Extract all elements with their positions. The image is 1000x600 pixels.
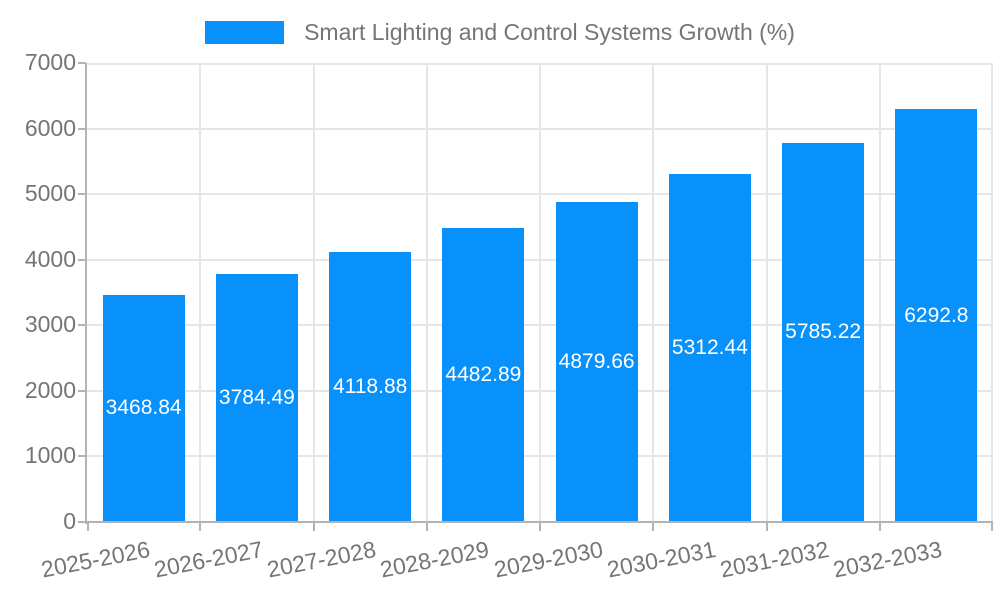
bar-2028-2029[interactable]: 4482.89 <box>442 228 525 522</box>
bar-value-label: 4879.66 <box>558 350 635 374</box>
bar-value-label: 3784.49 <box>218 385 295 409</box>
bar-value-label: 6292.8 <box>904 303 969 327</box>
bar-2031-2032[interactable]: 5785.22 <box>782 142 865 522</box>
legend-swatch <box>205 21 285 44</box>
bar-value-label: 5312.44 <box>671 335 748 359</box>
y-tick-mark <box>78 389 86 392</box>
x-axis-labels: 2025-2026 2026-2027 2027-2028 2028-2029 2029… <box>39 536 993 596</box>
bar-2027-2028[interactable]: 4118.88 <box>329 251 412 522</box>
x-tick-label: 2027-2028 <box>265 536 379 583</box>
y-axis-labels: 0 1000 2000 3000 4000 5000 6000 7000 <box>0 49 76 534</box>
y-tick-label: 0 <box>63 507 76 534</box>
x-tick-label: 2029-2030 <box>491 536 605 583</box>
gridline-vertical <box>312 63 315 522</box>
x-tick-mark <box>765 522 768 531</box>
bar-value-label: 4482.89 <box>445 363 522 387</box>
x-tick-mark <box>878 522 881 531</box>
legend-label: Smart Lighting and Control Systems Growt… <box>304 19 795 45</box>
y-tick-label: 6000 <box>24 114 76 141</box>
gridline-vertical <box>765 63 768 522</box>
y-tick-mark <box>78 324 86 327</box>
y-tick-label: 5000 <box>24 180 76 207</box>
y-tick-label: 3000 <box>24 311 76 338</box>
y-tick-mark <box>78 455 86 458</box>
x-tick-mark <box>199 522 202 531</box>
x-tick-mark <box>312 522 315 531</box>
y-tick-mark <box>78 193 86 196</box>
x-tick-mark <box>539 522 541 531</box>
x-tick-mark <box>87 522 89 531</box>
y-tick-label: 7000 <box>24 48 76 75</box>
x-tick-label: 2032-2033 <box>831 536 945 583</box>
y-tick-mark <box>78 62 86 64</box>
x-tick-label: 2026-2027 <box>151 536 265 583</box>
x-tick-label: 2031-2032 <box>718 536 832 583</box>
x-tick-label: 2030-2031 <box>604 536 718 583</box>
gridline-vertical <box>199 63 202 522</box>
bar-2029-2030[interactable]: 4879.66 <box>555 202 638 522</box>
y-tick-label: 4000 <box>24 245 76 272</box>
gridline-vertical <box>539 63 541 522</box>
gridline-vertical <box>991 63 993 522</box>
x-tick-label: 2028-2029 <box>378 536 492 583</box>
bar-value-label: 3468.84 <box>105 396 182 420</box>
bar-2026-2027[interactable]: 3784.49 <box>215 273 298 522</box>
y-tick-mark <box>78 258 86 261</box>
bar-2032-2033[interactable]: 6292.8 <box>895 109 978 522</box>
bar-value-label: 5785.22 <box>785 320 862 344</box>
gridline-vertical <box>425 63 428 522</box>
bar-2030-2031[interactable]: 5312.44 <box>668 173 751 522</box>
gridline-vertical <box>652 63 655 522</box>
y-axis-line <box>85 63 87 524</box>
gridline-vertical <box>878 63 881 522</box>
bar-value-label: 4118.88 <box>332 374 408 398</box>
y-tick-mark <box>78 521 86 523</box>
legend[interactable]: Smart Lighting and Control Systems Growt… <box>0 19 1000 46</box>
y-tick-label: 2000 <box>24 376 76 403</box>
x-tick-mark <box>425 522 428 531</box>
x-tick-mark <box>991 522 993 531</box>
y-tick-label: 1000 <box>24 442 76 469</box>
x-tick-label: 2025-2026 <box>38 536 152 583</box>
bar-2025-2026[interactable]: 3468.84 <box>102 294 185 522</box>
x-tick-mark <box>652 522 655 531</box>
y-tick-mark <box>78 127 86 130</box>
plot-area: 3468.84 3784.49 4118.88 4482.89 4879.66 5312.… <box>87 63 993 522</box>
